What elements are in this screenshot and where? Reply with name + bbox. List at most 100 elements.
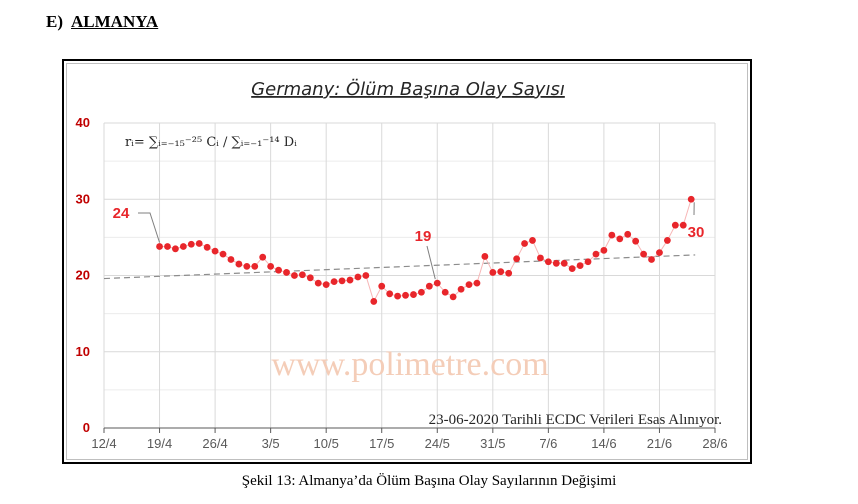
y-tick-label: 20 [76,268,90,283]
data-point [298,271,306,279]
data-point [457,285,465,293]
data-point [600,246,608,254]
section-title: ALMANYA [71,12,159,31]
y-tick-label: 10 [76,344,90,359]
data-point [251,262,259,270]
trend-line [103,254,696,280]
formula-text: rᵢ= ∑ᵢ₌₋₁₅⁻²⁵ Cᵢ / ∑ᵢ₌₋₁⁻¹⁴ Dᵢ [125,135,297,150]
data-point [402,291,409,299]
data-point [235,260,243,268]
data-point [172,245,179,253]
data-point [418,288,425,296]
data-point [552,259,560,267]
annotation-leader [138,212,161,243]
data-point [243,262,251,270]
data-point [211,247,219,255]
data-point [624,230,632,238]
data-point [306,274,314,282]
annotation-label: 24 [113,205,130,222]
data-point [314,279,322,287]
data-point [354,273,362,281]
data-point [529,237,536,244]
annotation-label: 19 [415,228,432,245]
section-heading: E) ALMANYA [46,12,158,32]
chart-inner-border [66,63,748,460]
source-note: 23-06-2020 Tarihli ECDC Verileri Esas Al… [429,412,722,428]
chart-title: Germany: Ölüm Başına Olay Sayısı [251,78,565,100]
data-point [259,253,267,261]
data-point [322,281,330,289]
data-point [648,256,655,263]
x-tick-label: 21/6 [647,436,672,451]
data-point [481,253,489,260]
y-tick-label: 0 [83,420,90,435]
data-point [433,279,441,287]
x-tick-label: 10/5 [314,436,339,451]
data-point [465,281,473,289]
data-point [362,272,370,279]
x-tick-label: 7/6 [539,436,557,451]
data-point [338,277,346,285]
data-point [592,250,600,258]
data-point [497,268,505,276]
data-point [640,250,647,258]
data-point [608,231,616,239]
data-point [671,221,679,229]
data-point [473,279,481,287]
x-tick-label: 17/5 [369,436,394,451]
data-point [656,249,663,257]
data-point [370,298,378,305]
data-point [584,258,592,266]
data-point [632,237,640,245]
annotation-label: 30 [688,224,705,241]
section-label: E) [46,12,63,31]
x-tick-label: 12/4 [91,436,116,451]
data-point [425,282,433,290]
data-point [410,291,417,298]
series-connector [159,199,692,303]
data-point [378,282,386,290]
data-point [219,250,227,258]
data-point [203,243,211,251]
data-point [616,235,624,243]
data-point [283,269,290,276]
watermark-text: www.polimetre.com [271,346,548,383]
data-point [513,255,521,263]
figure-caption: Şekil 13: Almanya’da Ölüm Başına Olay Sa… [241,473,617,489]
data-point [346,276,354,284]
data-point [386,290,394,298]
y-tick-label: 30 [76,191,90,206]
data-point [537,254,544,262]
data-point [687,195,695,203]
data-point [568,265,576,273]
x-tick-label: 19/4 [147,436,172,451]
data-point [505,269,513,277]
data-point [663,237,671,244]
data-point [156,243,163,250]
data-point [267,262,275,270]
data-point [489,269,497,276]
data-point [394,292,401,300]
data-point [576,262,584,269]
data-point [275,266,282,274]
data-point [195,240,203,247]
x-tick-label: 26/4 [202,436,227,451]
data-point [164,243,171,250]
data-point [521,240,528,247]
data-point [449,293,457,301]
data-point [227,256,235,263]
data-point [330,278,338,285]
y-tick-label: 40 [76,115,90,130]
annotation-leader [426,245,436,280]
data-point [679,221,687,229]
data-point [291,272,298,279]
data-point [441,288,449,296]
data-point [187,240,195,248]
data-point [544,258,552,266]
x-tick-label: 24/5 [425,436,450,451]
x-tick-label: 14/6 [591,436,616,451]
x-tick-label: 3/5 [262,436,280,451]
data-point [560,259,568,267]
data-point [179,243,187,250]
